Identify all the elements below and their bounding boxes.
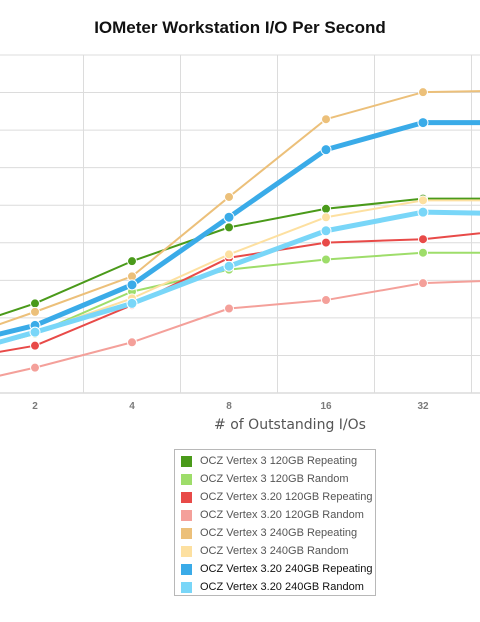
legend-swatch	[181, 509, 192, 521]
legend-label: OCZ Vertex 3 240GB Random	[200, 545, 349, 557]
data-point	[126, 297, 138, 309]
data-point	[223, 260, 235, 272]
legend-label: OCZ Vertex 3 120GB Repeating	[200, 455, 358, 467]
legend-label: OCZ Vertex 3 120GB Random	[200, 473, 349, 485]
legend-label: OCZ Vertex 3 240GB Repeating	[200, 527, 358, 539]
data-point	[418, 234, 428, 245]
data-point	[321, 254, 331, 265]
data-point	[418, 195, 428, 206]
legend-label: OCZ Vertex 3.20 240GB Repeating	[200, 563, 373, 575]
x-tick-label: 8	[226, 401, 232, 412]
legend-label: OCZ Vertex 3.20 120GB Repeating	[200, 491, 373, 503]
data-point	[224, 249, 234, 260]
data-point	[29, 326, 41, 338]
data-point	[320, 225, 332, 237]
data-point	[223, 211, 235, 223]
series-lines	[0, 87, 480, 377]
legend-item: OCZ Vertex 3 120GB Random	[181, 470, 375, 488]
legend-item: OCZ Vertex 3 240GB Repeating	[181, 524, 375, 542]
legend-item: OCZ Vertex 3.20 240GB Random	[181, 578, 375, 596]
x-tick-label: 32	[417, 401, 429, 412]
legend-swatch	[181, 563, 192, 575]
x-tick-labels: 2 4 8 16 32	[32, 401, 429, 412]
legend-swatch	[181, 473, 192, 485]
data-point	[321, 203, 331, 214]
legend: OCZ Vertex 3 120GB Repeating OCZ Vertex 3…	[174, 449, 376, 596]
series-3	[0, 278, 480, 377]
data-point	[321, 295, 331, 306]
data-point	[321, 237, 331, 248]
data-point	[30, 306, 40, 317]
x-axis-title: # of Outstanding I/Os	[214, 417, 366, 433]
data-point	[321, 114, 331, 125]
legend-label: OCZ Vertex 3.20 240GB Random	[200, 581, 364, 593]
series-7	[0, 206, 480, 345]
data-point	[418, 247, 428, 258]
legend-swatch	[181, 455, 192, 467]
data-point	[418, 87, 428, 98]
data-point	[224, 303, 234, 314]
legend-item: OCZ Vertex 3.20 120GB Random	[181, 506, 375, 524]
legend-swatch	[181, 491, 192, 503]
series-line	[0, 251, 480, 345]
data-point	[417, 117, 429, 129]
data-point	[30, 298, 40, 309]
data-point	[418, 278, 428, 289]
legend-label: OCZ Vertex 3.20 120GB Random	[200, 509, 364, 521]
series-line	[0, 120, 480, 337]
gridlines	[0, 54, 480, 394]
data-point	[417, 206, 429, 218]
data-point	[30, 340, 40, 351]
data-point	[320, 144, 332, 156]
x-tick-label: 2	[32, 401, 38, 412]
series-line	[0, 280, 480, 377]
series-6	[0, 117, 480, 337]
series-4	[0, 87, 480, 326]
data-point	[127, 337, 137, 348]
data-point	[224, 191, 234, 202]
series-5	[0, 195, 480, 342]
legend-swatch	[181, 527, 192, 539]
data-point	[126, 279, 138, 291]
legend-item: OCZ Vertex 3 240GB Random	[181, 542, 375, 560]
series-line	[0, 197, 480, 317]
legend-swatch	[181, 581, 192, 593]
data-point	[224, 222, 234, 233]
series-2	[0, 232, 480, 353]
data-point	[127, 256, 137, 267]
series-line	[0, 199, 480, 342]
legend-item: OCZ Vertex 3.20 240GB Repeating	[181, 560, 375, 578]
legend-swatch	[181, 545, 192, 557]
x-tick-label: 4	[129, 401, 135, 412]
data-point	[30, 362, 40, 373]
series-line	[0, 232, 480, 353]
legend-item: OCZ Vertex 3 120GB Repeating	[181, 452, 375, 470]
x-tick-label: 16	[320, 401, 332, 412]
legend-item: OCZ Vertex 3.20 120GB Repeating	[181, 488, 375, 506]
chart-title: IOMeter Workstation I/O Per Second	[94, 18, 386, 37]
data-point	[321, 212, 331, 223]
